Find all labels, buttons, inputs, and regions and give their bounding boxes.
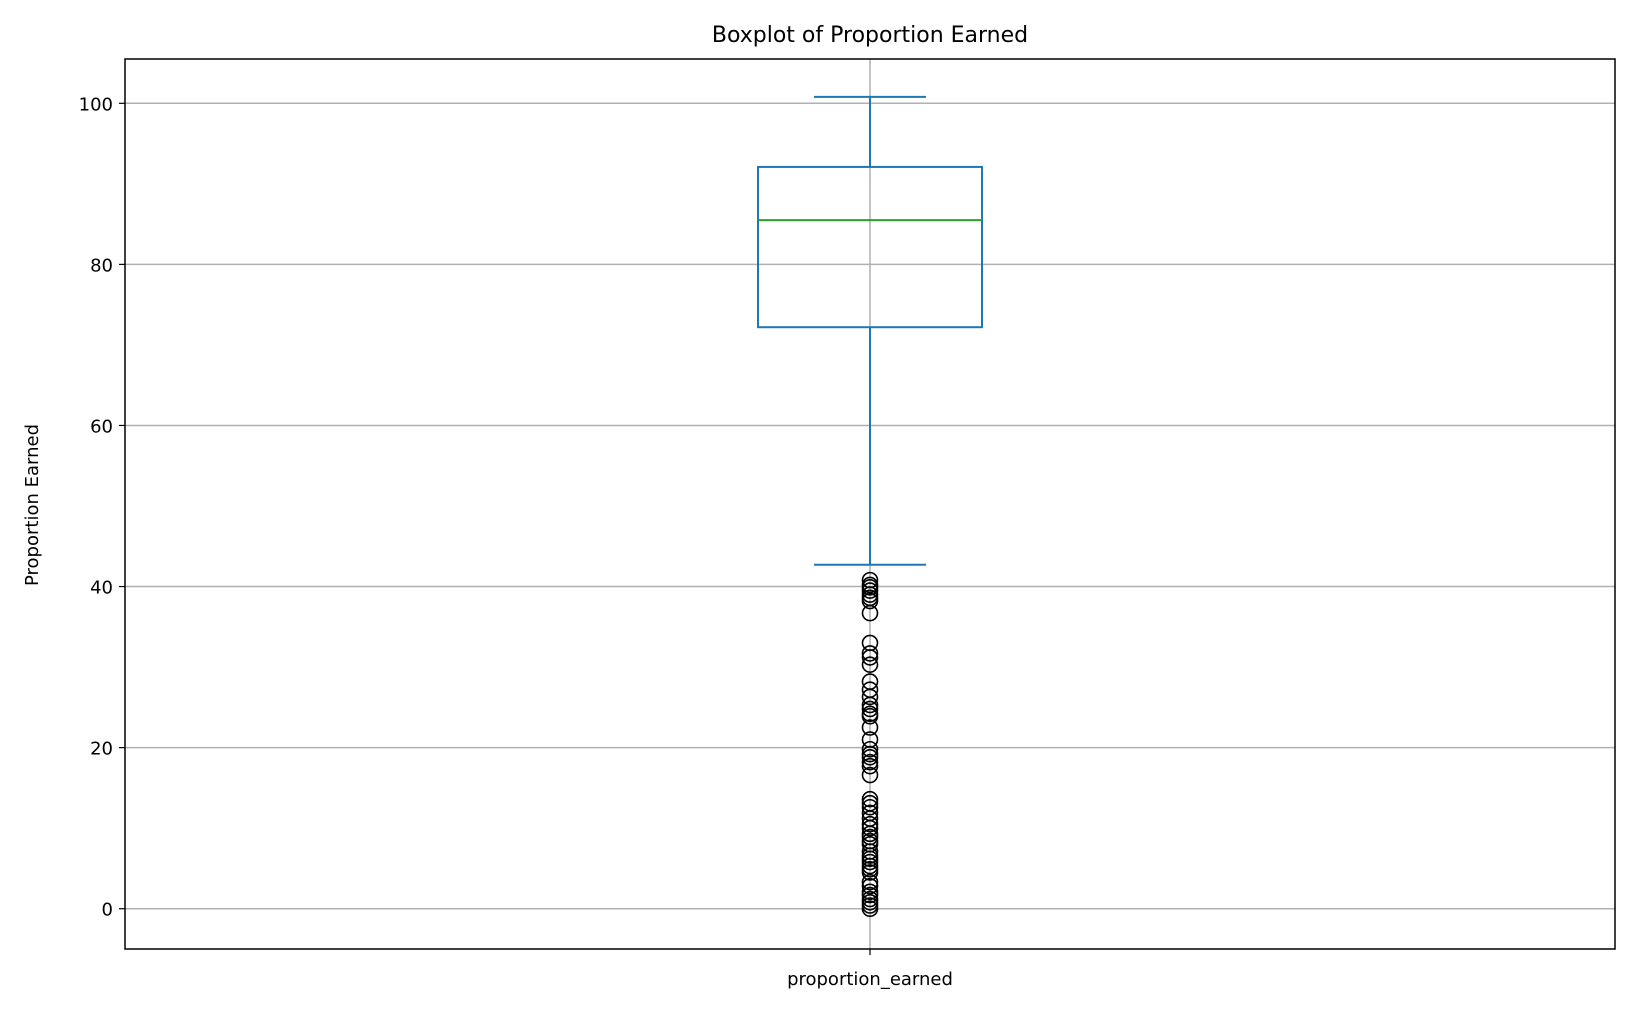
outlier-point — [861, 656, 879, 673]
outlier-point — [861, 900, 879, 918]
outlier-point — [861, 696, 879, 714]
outlier-point — [861, 798, 879, 816]
outlier-point — [861, 819, 879, 837]
outlier-point — [861, 592, 879, 610]
axes-frame — [124, 58, 1616, 950]
outlier-point — [861, 604, 879, 622]
outlier-point — [861, 749, 879, 766]
y-tick-label: 40 — [90, 578, 113, 599]
axis-ticks: 0 20 40 60 80 100 proportion_earned — [79, 94, 953, 990]
y-tick-label: 80 — [90, 255, 113, 276]
y-tick-label: 60 — [90, 416, 113, 437]
outlier-point — [861, 753, 879, 771]
outlier-point — [861, 853, 879, 871]
y-tick-label: 20 — [90, 739, 113, 760]
outlier-point — [861, 740, 879, 758]
outlier-point — [861, 873, 879, 891]
outlier-point — [861, 645, 879, 662]
outlier-point — [861, 688, 879, 706]
outlier-point — [861, 790, 879, 808]
y-tick-label: 0 — [102, 900, 113, 921]
x-tick-label: proportion_earned — [787, 969, 953, 990]
outlier-point — [861, 877, 879, 895]
outlier-point — [861, 815, 879, 833]
outlier-point — [861, 707, 879, 725]
outlier-point — [861, 864, 879, 881]
chart-title: Boxplot of Proportion Earned — [712, 23, 1028, 48]
outlier-point — [861, 649, 879, 666]
outlier-point — [861, 757, 879, 775]
plot-area — [757, 95, 983, 918]
outlier-point — [861, 886, 879, 904]
iqr-box — [757, 165, 983, 329]
outlier-point — [861, 719, 879, 736]
outlier-point — [861, 700, 879, 718]
y-axis-label: Proportion Earned — [22, 424, 43, 586]
outlier-point — [861, 766, 879, 784]
y-tick-label: 100 — [79, 94, 113, 115]
outlier-point — [861, 582, 879, 599]
